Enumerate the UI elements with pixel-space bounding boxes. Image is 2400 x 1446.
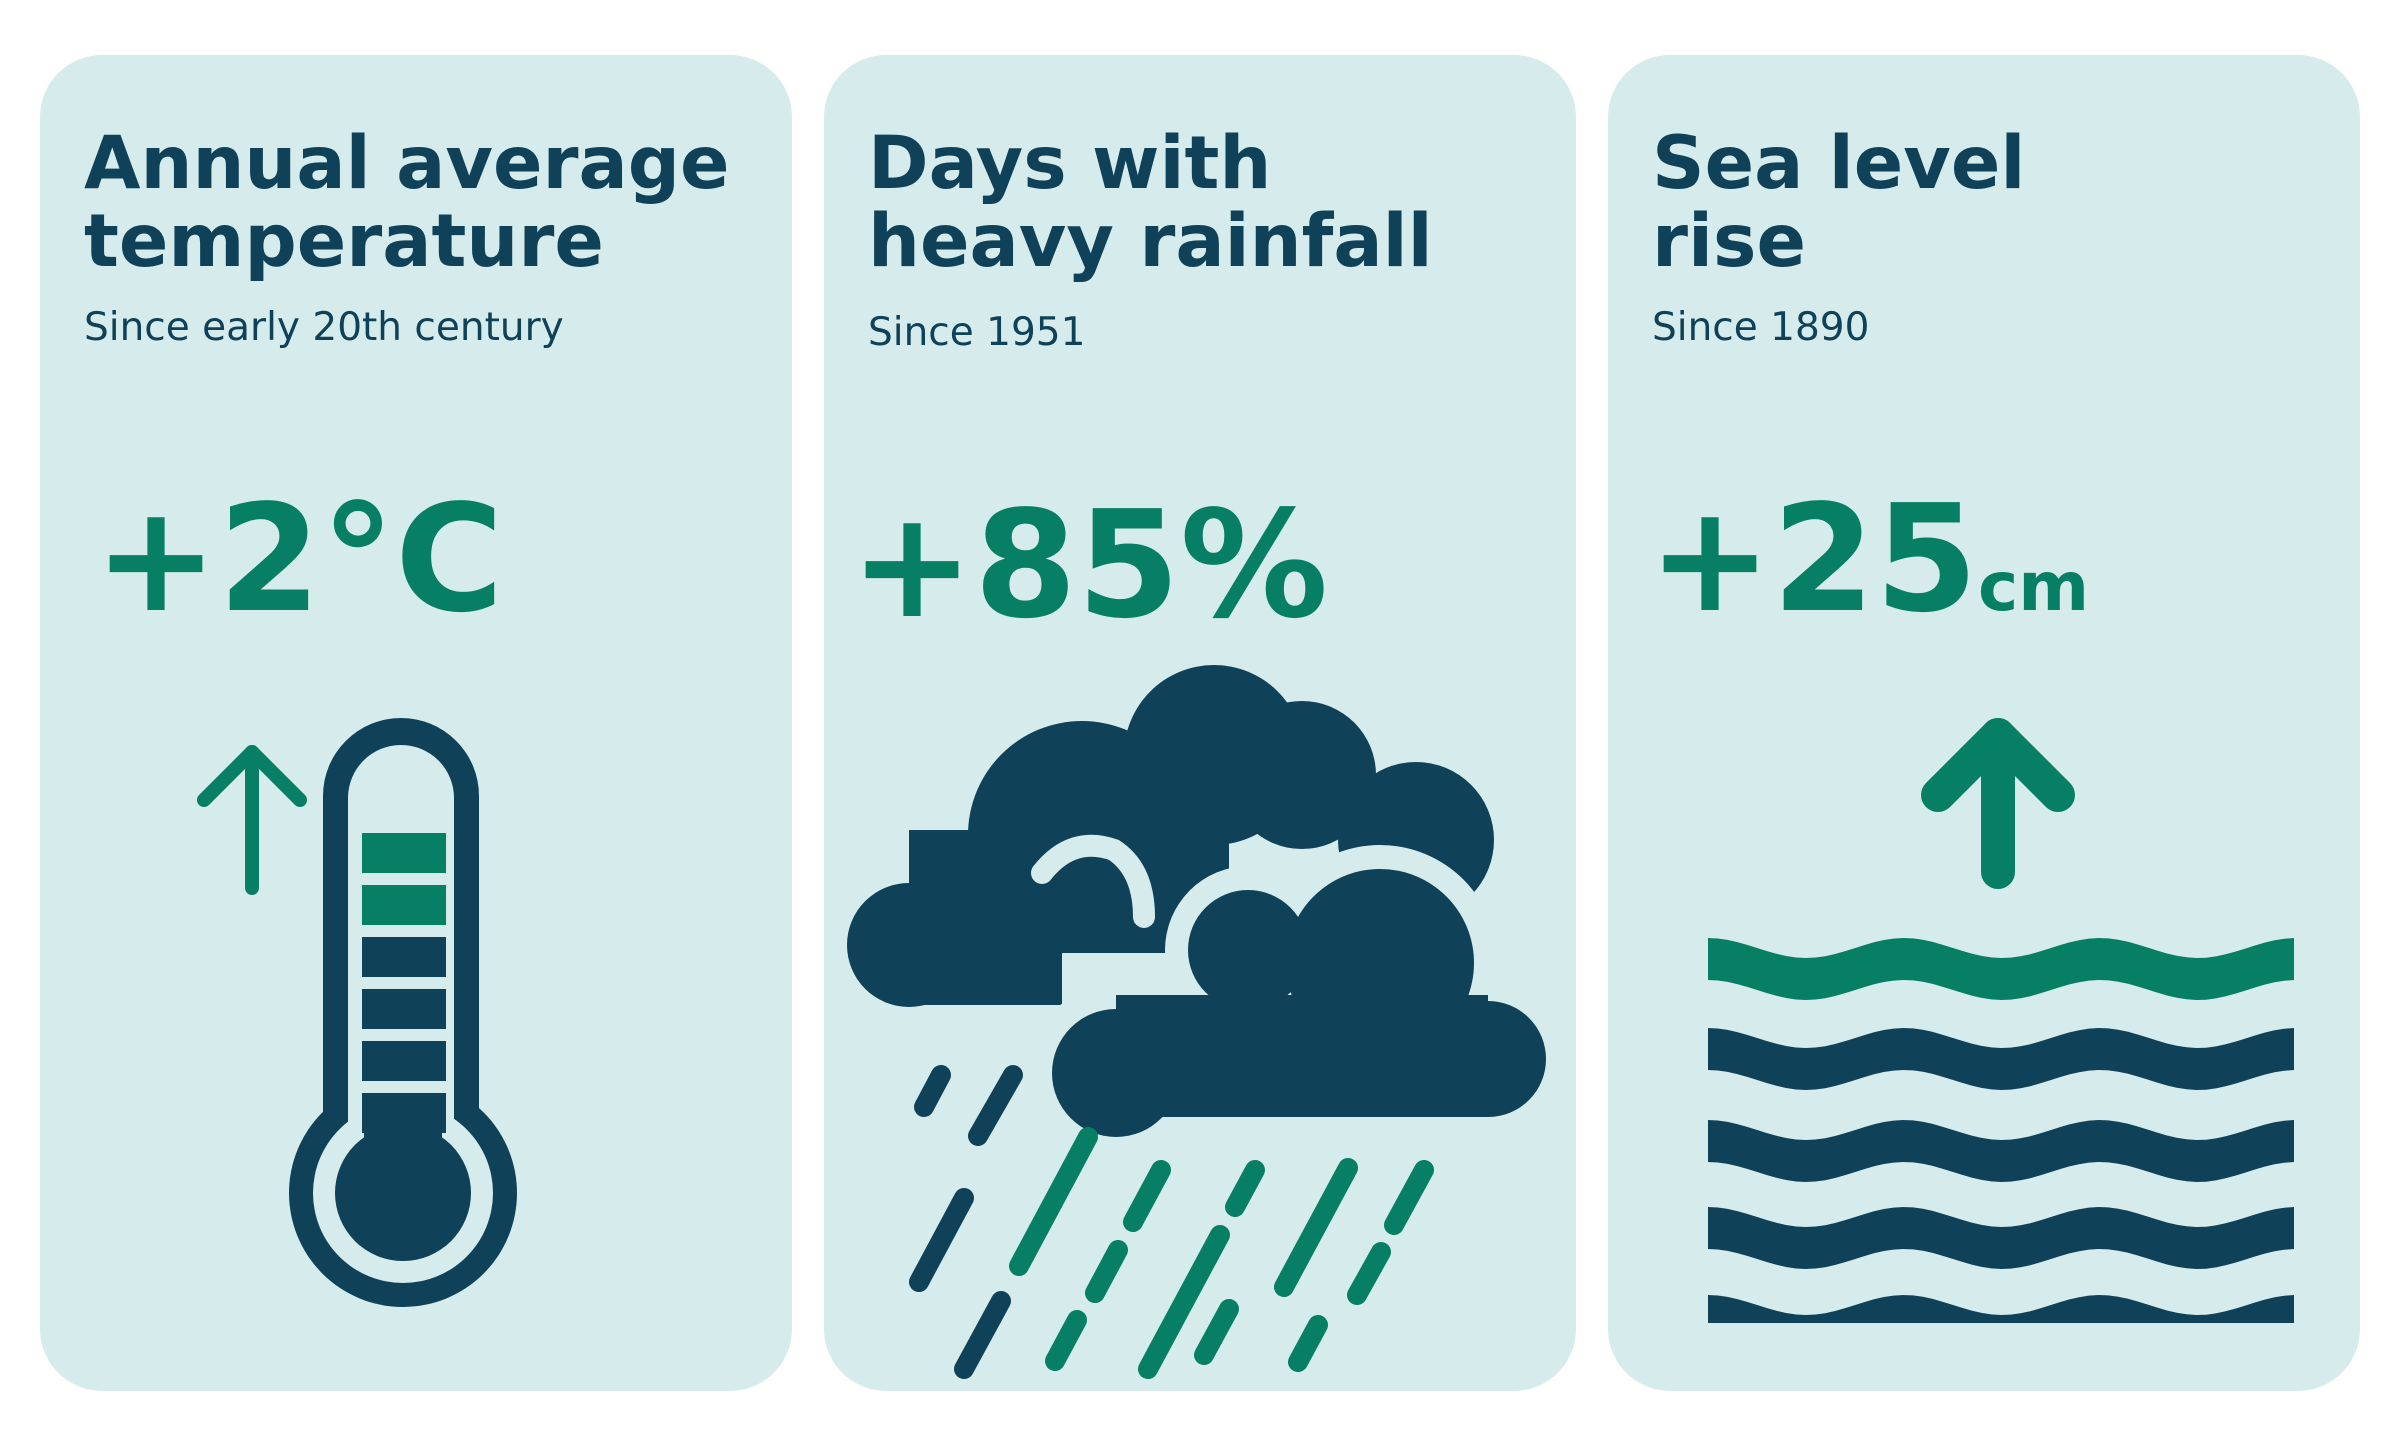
card-subtitle: Since early 20th century [84, 305, 564, 350]
arrow-up-icon [197, 745, 307, 895]
wave-band [1708, 1028, 2294, 1090]
card-title-line: heavy rainfall [868, 199, 1433, 284]
wave-band [1708, 1207, 2294, 1269]
card-stat: +25cm [1648, 469, 2089, 678]
card-title-line: rise [1652, 199, 1806, 284]
card-title-line: temperature [84, 199, 604, 284]
card-title-line: Sea level [1652, 121, 2026, 206]
front-cloud-icon [1052, 869, 1546, 1137]
thermometer-level-bars [362, 833, 446, 1133]
stat-value: +25 [1648, 473, 1978, 645]
stat-value: +2°C [94, 473, 504, 645]
sea-level-card: Sea level rise Since 1890 +25cm [1608, 55, 2360, 1391]
rainfall-card: Days with heavy rainfall Since 1951 +85% [824, 55, 1576, 1391]
card-subtitle: Since 1890 [1652, 305, 1870, 350]
card-subtitle: Since 1951 [868, 310, 1086, 355]
arrow-up-icon [1921, 718, 2075, 889]
waves [1708, 938, 2294, 1323]
thermometer-up-icon [197, 718, 517, 1307]
rain-drops [909, 1065, 1434, 1379]
card-stat: +2°C [94, 469, 504, 678]
wave-band [1708, 1120, 2294, 1182]
temperature-card: Annual average temperature Since early 2… [40, 55, 792, 1391]
card-title: Sea level rise [1652, 125, 2332, 281]
cloud-swirl [1031, 834, 1155, 928]
card-title-line: Days with [868, 121, 1272, 206]
wave-band [1708, 1295, 2294, 1323]
stat-unit: cm [1977, 548, 2090, 627]
stat-value: +85% [850, 479, 1329, 651]
card-title: Annual average temperature [84, 125, 764, 281]
card-title: Days with heavy rainfall [868, 125, 1548, 281]
wave-band [1708, 938, 2294, 1000]
card-stat: +85% [850, 475, 1328, 684]
sea-waves-arrow-up-icon [1708, 718, 2294, 1323]
card-title-line: Annual average [84, 121, 730, 206]
cloud-rain-icon [847, 665, 1570, 1379]
